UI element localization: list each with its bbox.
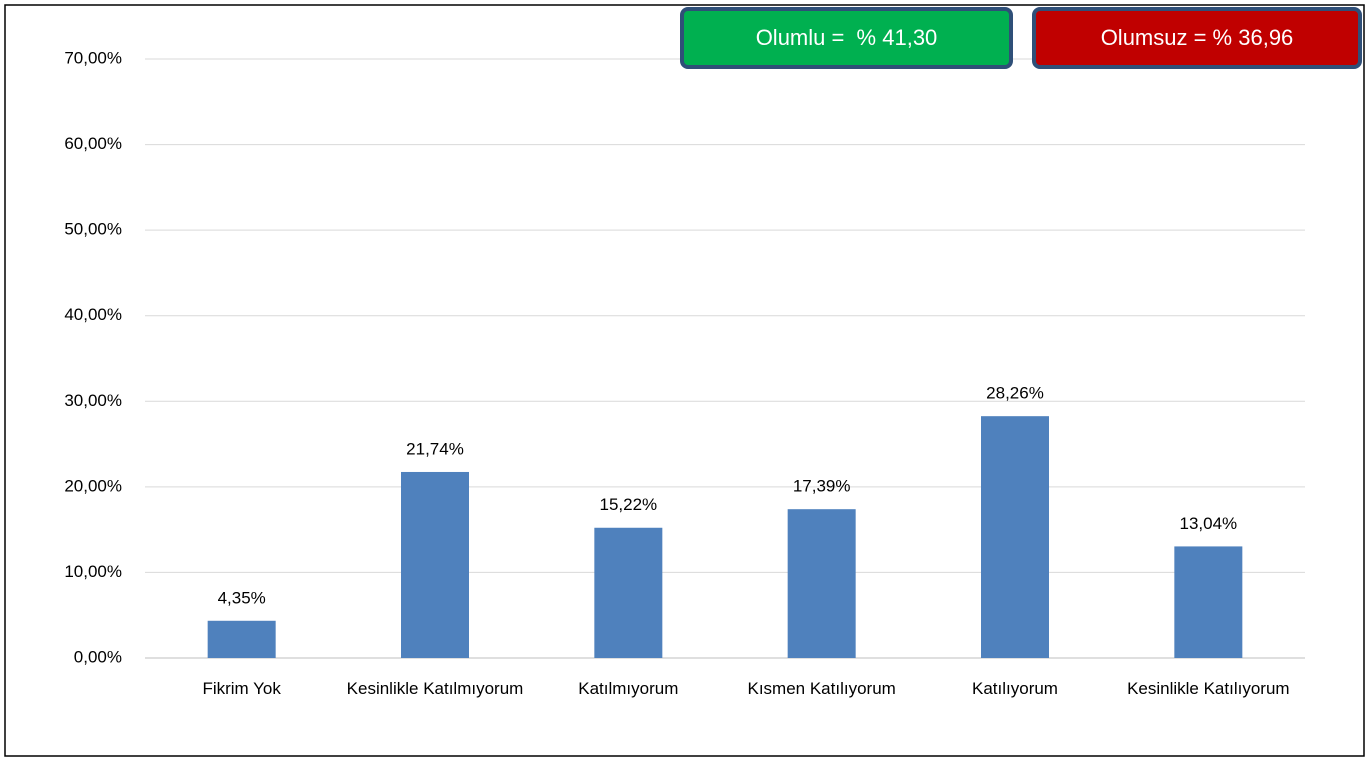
x-tick-label: Kesinlikle Katılıyorum (1127, 679, 1290, 698)
data-label: 21,74% (406, 439, 464, 458)
y-tick-label: 40,00% (64, 305, 122, 324)
y-tick-label: 30,00% (64, 391, 122, 410)
bar (207, 620, 276, 658)
bar (594, 527, 663, 658)
data-label: 15,22% (599, 495, 657, 514)
y-tick-label: 20,00% (64, 476, 122, 495)
data-label: 28,26% (986, 384, 1044, 403)
x-tick-label: Fikrim Yok (202, 679, 281, 698)
y-tick-label: 10,00% (64, 562, 122, 581)
data-label: 4,35% (218, 588, 266, 607)
bar (787, 509, 856, 658)
y-tick-label: 50,00% (64, 220, 122, 239)
bar (401, 471, 469, 658)
y-tick-label: 70,00% (64, 48, 122, 67)
y-tick-label: 60,00% (64, 134, 122, 153)
x-tick-label: Katılmıyorum (578, 679, 679, 698)
data-label: 17,39% (793, 477, 851, 496)
x-tick-label: Katılıyorum (972, 679, 1058, 698)
annotation-box: Olumlu = % 41,30 (680, 7, 1013, 69)
chart-border (4, 4, 1365, 757)
x-tick-label: Kesinlikle Katılmıyorum (346, 679, 524, 698)
y-tick-label: 0,00% (74, 647, 122, 666)
x-tick-label: Kısmen Katılıyorum (747, 679, 896, 698)
data-label: 13,04% (1179, 514, 1237, 533)
bar (981, 416, 1049, 658)
annotation-box: Olumsuz = % 36,96 (1032, 7, 1362, 69)
bar (1174, 546, 1243, 658)
